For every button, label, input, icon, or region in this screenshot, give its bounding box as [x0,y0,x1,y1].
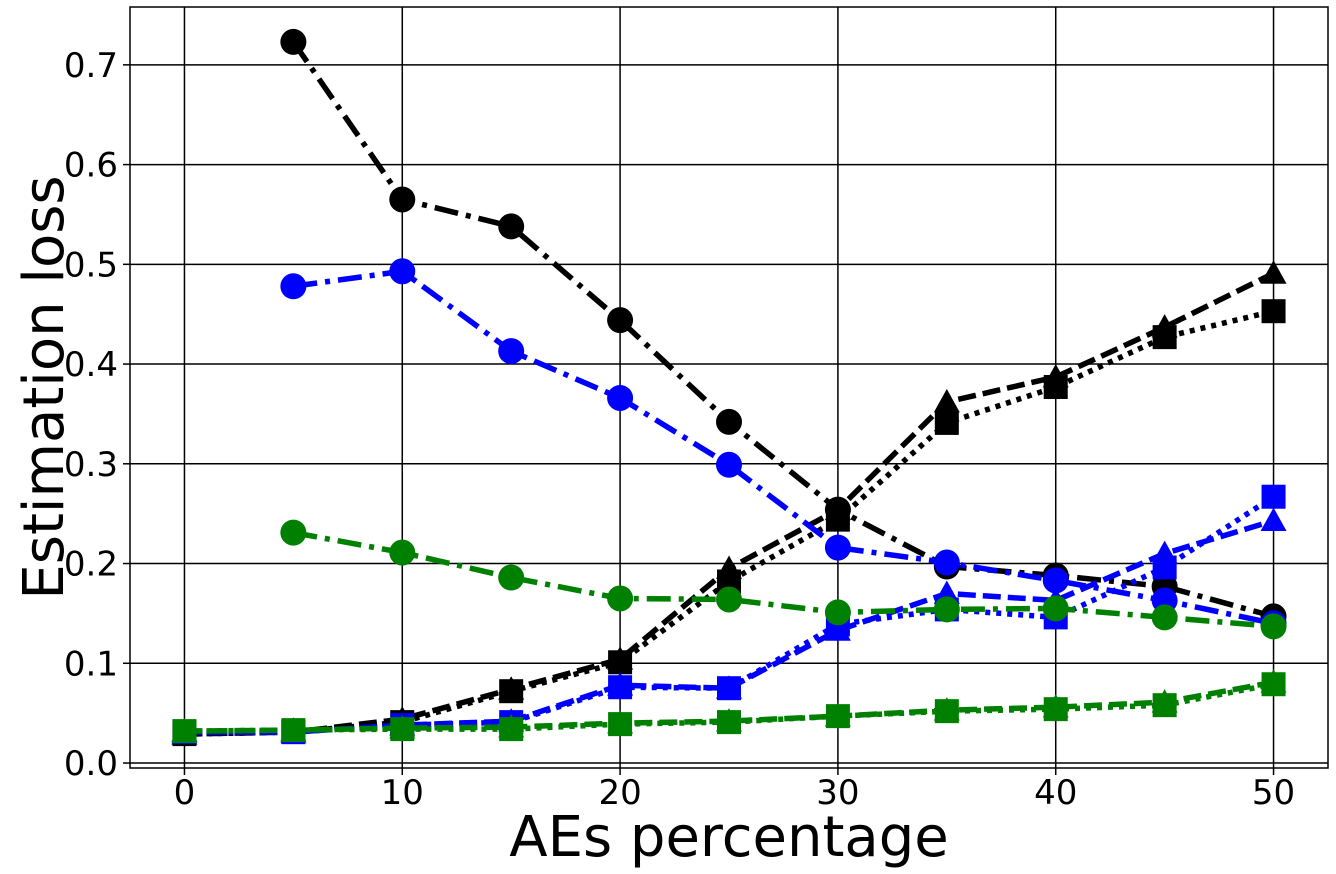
data-point [716,408,742,435]
data-point [933,596,960,623]
data-point [280,519,307,546]
series-2 [171,260,1287,745]
data-point [1260,507,1287,532]
data-point [825,704,850,729]
data-point [280,273,307,300]
data-point [1261,484,1286,509]
y-tick-label: 0.2 [64,545,118,585]
data-point [1261,672,1286,697]
series-line [184,270,1275,737]
data-point [1260,260,1287,284]
data-point [824,599,851,626]
series-line [184,518,1275,735]
series-4 [280,258,1287,637]
data-point [824,534,851,561]
data-point [608,712,633,737]
data-point [607,585,634,612]
data-point [389,258,416,285]
data-point [1260,613,1287,640]
data-point [498,338,525,365]
series-line [292,268,1275,627]
data-point [499,717,524,742]
data-point [389,186,416,213]
data-point [499,679,524,704]
series-line [184,308,1275,737]
data-point [607,307,634,334]
grid-lines [130,7,1328,768]
data-point [1152,555,1177,580]
data-point [825,507,850,532]
data-point [1043,375,1068,400]
data-point [280,28,307,55]
series-line [292,529,1274,630]
x-tick-label: 40 [1034,773,1077,813]
series-layer [171,28,1287,747]
y-tick-label: 0.1 [64,644,118,684]
y-tick-label: 0.3 [64,445,118,485]
data-point [1152,325,1177,350]
data-point [934,410,959,435]
data-point [716,451,742,478]
data-point [498,564,525,591]
series-9 [172,672,1286,744]
series-7 [280,519,1287,640]
data-point [1042,567,1069,594]
x-tick-label: 20 [598,773,641,813]
data-point [389,539,416,566]
x-tick-label: 0 [174,773,196,813]
plot-frame [129,6,1329,769]
data-point [607,384,634,411]
data-point [281,718,306,743]
data-point [1042,595,1069,622]
data-point [716,586,742,613]
y-axis-title: Estimation loss [12,175,77,599]
data-point [608,675,633,700]
data-point [1151,604,1178,631]
data-point [608,650,633,675]
data-point [390,717,415,742]
data-point [934,699,959,724]
data-point [172,719,197,744]
data-point [933,549,960,576]
data-point [717,710,741,735]
data-point [933,388,960,413]
x-tick-label: 50 [1252,773,1295,813]
x-tick-label: 30 [816,773,859,813]
series-1 [280,28,1287,630]
tick-labels: 0 10 20 30 40 50 0.0 0.1 0.2 0.3 0.4 0.5 0.6 0.7 [64,46,1295,813]
y-tick-label: 0.7 [64,46,118,86]
data-point [498,213,525,240]
x-tick-label: 10 [381,773,424,813]
series-line [291,40,1275,620]
y-tick-label: 0.5 [64,245,118,285]
data-point [1152,693,1177,718]
y-tick-label: 0.0 [64,744,118,784]
y-tick-label: 0.6 [64,146,118,186]
data-point [1261,299,1286,324]
y-tick-label: 0.4 [64,345,118,385]
data-point [1043,697,1068,722]
x-axis-title: AEs percentage [509,805,948,870]
data-point [717,676,741,701]
series-line [184,679,1275,734]
